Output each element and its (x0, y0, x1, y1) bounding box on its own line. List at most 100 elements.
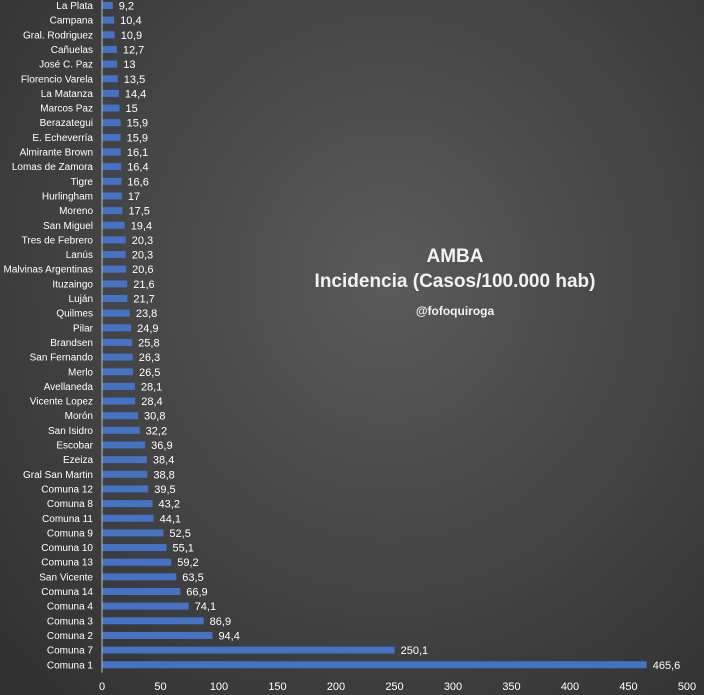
x-tick-label: 300 (444, 681, 462, 693)
bar (102, 280, 128, 288)
value-label: 15,9 (127, 132, 148, 144)
x-tick-label: 400 (561, 681, 579, 693)
bar (102, 148, 121, 156)
value-label: 30,8 (144, 411, 165, 423)
value-label: 19,4 (131, 220, 152, 232)
bar (102, 295, 128, 302)
value-label: 39,5 (154, 484, 175, 496)
bar (102, 45, 117, 53)
category-label: Quilmes (56, 309, 93, 320)
category-label: Comuna 12 (41, 484, 93, 495)
category-label: Marcos Paz (40, 104, 93, 115)
bar (102, 89, 119, 97)
x-tick-label: 250 (385, 681, 403, 693)
value-label: 15,9 (127, 118, 148, 130)
category-label: Comuna 8 (47, 499, 94, 510)
x-tick-label: 450 (619, 681, 637, 693)
category-label: Gral. Rodriguez (23, 30, 93, 41)
chart-subtitle: Incidencia (Casos/100.000 hab) (314, 271, 596, 292)
bar (102, 514, 154, 522)
x-tick-label: 0 (99, 681, 105, 693)
bar (102, 192, 122, 200)
value-label: 9,2 (119, 1, 134, 13)
bar (102, 646, 395, 654)
value-label: 44,1 (160, 513, 181, 525)
value-label: 32,2 (146, 425, 167, 437)
value-label: 250,1 (401, 645, 429, 657)
category-label: San Vicente (39, 572, 93, 583)
category-label: Comuna 7 (47, 646, 94, 657)
value-label: 38,4 (153, 455, 174, 467)
chart-title-block: AMBA Incidencia (Casos/100.000 hab) @fof… (290, 244, 620, 318)
category-label: San Isidro (48, 426, 93, 437)
category-label: Comuna 9 (47, 528, 94, 539)
value-label: 86,9 (210, 616, 231, 628)
bar (102, 31, 115, 39)
category-label: Tres de Febrero (22, 235, 94, 246)
bar (102, 631, 213, 639)
credit-handle: @fofoquiroga (415, 304, 495, 318)
category-label: La Matanza (41, 89, 94, 100)
bar (102, 207, 123, 215)
category-label: San Fernando (30, 353, 94, 364)
value-label: 16,4 (127, 162, 148, 174)
bar (102, 412, 139, 420)
category-label: Comuna 14 (41, 587, 93, 598)
value-label: 74,1 (195, 601, 216, 613)
category-label: Berazategui (40, 118, 93, 129)
bar (102, 617, 204, 625)
category-label: Comuna 2 (47, 631, 94, 642)
category-label: Campana (50, 16, 94, 27)
x-tick-label: 150 (268, 681, 286, 693)
value-label: 15 (126, 103, 138, 115)
bar (102, 368, 134, 376)
bar (102, 353, 133, 361)
value-label: 43,2 (159, 499, 180, 511)
value-label: 13,5 (124, 74, 145, 86)
value-label: 10,9 (121, 30, 142, 42)
value-labels: 9,2 10,4 10,9 12,7 13 13,5 14,4 15 15,9 15,9 16,1 1… (119, 1, 681, 672)
value-label: 21,7 (133, 294, 154, 306)
bar (102, 397, 136, 405)
bar (102, 16, 115, 24)
value-label: 13 (123, 59, 135, 71)
bar (102, 558, 172, 566)
category-label: Vicente Lopez (30, 397, 93, 408)
bar (102, 456, 147, 464)
category-label: Brandsen (50, 338, 93, 349)
value-label: 16,6 (127, 176, 148, 188)
category-label: Gral San Martin (23, 470, 93, 481)
category-label: Comuna 4 (47, 602, 94, 613)
value-label: 16,1 (127, 147, 148, 159)
value-label: 20,3 (132, 250, 153, 262)
value-label: 12,7 (123, 44, 144, 56)
bars-group (102, 2, 647, 669)
value-label: 14,4 (125, 88, 146, 100)
value-label: 24,9 (137, 323, 158, 335)
category-label: Moreno (59, 206, 93, 217)
category-label: Comuna 3 (47, 616, 94, 627)
category-label: Ezeiza (63, 455, 93, 466)
value-label: 465,6 (653, 660, 681, 672)
category-label: Tigre (71, 177, 94, 188)
value-label: 21,6 (133, 279, 154, 291)
value-label: 59,2 (177, 557, 198, 569)
category-label: Comuna 13 (41, 558, 93, 569)
bar (102, 177, 122, 185)
bar (102, 60, 118, 68)
bar (102, 588, 181, 595)
bar (102, 661, 647, 669)
category-label: Hurlingham (42, 191, 93, 202)
value-label: 55,1 (172, 543, 193, 555)
value-label: 20,6 (132, 264, 153, 276)
category-label: Luján (69, 294, 93, 305)
category-label: Malvinas Argentinas (4, 265, 94, 276)
category-label: San Miguel (43, 221, 93, 232)
category-label: Escobar (56, 441, 93, 452)
category-label: Morón (65, 411, 93, 422)
bar (102, 236, 126, 244)
bar (102, 544, 167, 552)
category-label: José C. Paz (39, 60, 93, 71)
bar (102, 602, 189, 610)
